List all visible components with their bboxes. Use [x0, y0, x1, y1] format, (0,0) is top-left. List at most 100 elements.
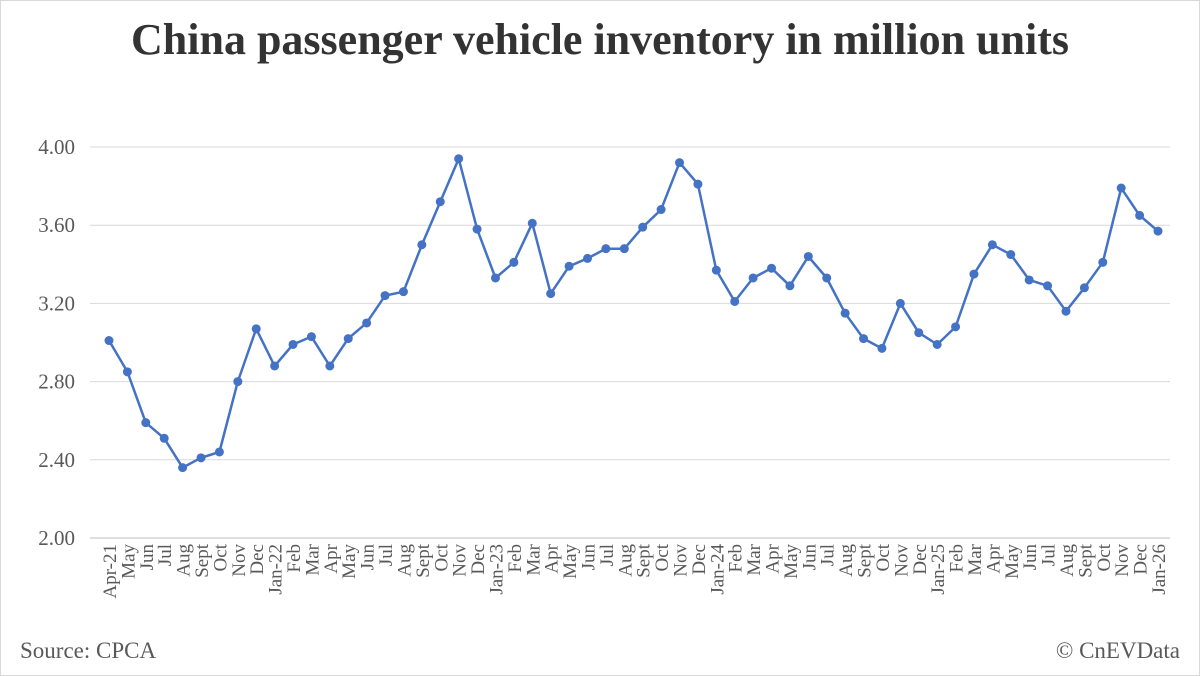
data-point — [270, 361, 280, 371]
data-point — [141, 418, 151, 428]
x-tick-label: Feb — [505, 544, 526, 573]
data-point — [785, 281, 795, 291]
x-tick-label: May — [560, 544, 581, 579]
x-tick-label: Aug — [1057, 544, 1078, 577]
data-point — [454, 154, 464, 164]
data-point — [251, 324, 261, 334]
x-tick-label: Mar — [302, 543, 323, 575]
x-tick-label: Apr — [542, 543, 563, 573]
data-point — [1024, 275, 1034, 285]
x-tick-label: Jul — [818, 544, 839, 566]
x-tick-label: May — [339, 544, 360, 579]
y-tick-label: 4.00 — [38, 135, 75, 159]
data-point — [472, 224, 482, 234]
credit-note: © CnEVData — [1055, 638, 1180, 663]
data-point — [325, 361, 335, 371]
x-axis-tick-labels: Apr-21MayJunJulAugSeptOctNovDecJan-22Feb… — [100, 543, 1170, 598]
data-point — [969, 269, 979, 279]
data-point — [122, 367, 132, 377]
data-point — [1079, 283, 1089, 293]
x-tick-label: Apr — [763, 543, 784, 573]
x-tick-label: Sept — [413, 543, 434, 578]
x-tick-label: Jun — [799, 544, 820, 571]
x-tick-label: Aug — [836, 544, 857, 577]
x-tick-label: Jan-24 — [707, 544, 728, 595]
data-point — [932, 339, 942, 349]
data-point — [730, 296, 740, 306]
data-point — [895, 298, 905, 308]
x-tick-label: Jul — [597, 544, 618, 566]
x-tick-label: Nov — [671, 544, 692, 577]
data-point — [288, 339, 298, 349]
data-point — [546, 289, 556, 299]
x-tick-label: Jul — [1039, 544, 1060, 566]
data-point — [803, 251, 813, 261]
source-note: Source: CPCA — [20, 638, 157, 663]
x-tick-label: Sept — [192, 543, 213, 578]
x-tick-label: Aug — [615, 544, 636, 577]
gridlines — [90, 146, 1170, 539]
x-tick-label: Jul — [376, 544, 397, 566]
data-point — [914, 328, 924, 338]
y-tick-label: 3.20 — [38, 291, 75, 315]
x-tick-label: Dec — [468, 544, 489, 575]
data-point — [362, 318, 372, 328]
x-tick-label: Nov — [1112, 544, 1133, 577]
data-point — [233, 377, 243, 387]
x-tick-label: May — [781, 544, 802, 579]
data-point — [417, 240, 427, 250]
data-point — [1043, 281, 1053, 291]
data-point — [656, 205, 666, 215]
x-tick-label: Jun — [137, 544, 158, 571]
data-point — [767, 263, 777, 273]
chart-title: China passenger vehicle inventory in mil… — [131, 15, 1069, 64]
data-point — [619, 244, 629, 254]
series-line — [107, 157, 1159, 469]
x-tick-label: Apr-21 — [100, 544, 121, 599]
x-tick-label: Oct — [652, 543, 673, 571]
data-point — [196, 453, 206, 463]
data-point — [711, 265, 721, 275]
data-point — [435, 197, 445, 207]
data-point — [343, 334, 353, 344]
data-point — [564, 261, 574, 271]
x-tick-label: Apr — [321, 543, 342, 573]
x-tick-label: Jan-23 — [486, 544, 507, 595]
y-tick-label: 2.00 — [38, 526, 75, 550]
x-tick-label: Sept — [634, 543, 655, 578]
data-point — [306, 332, 316, 342]
x-tick-label: Nov — [891, 544, 912, 577]
x-tick-label: Oct — [1094, 543, 1115, 571]
data-point — [951, 322, 961, 332]
x-tick-label: Jan-25 — [928, 544, 949, 595]
x-tick-label: Dec — [910, 544, 931, 575]
data-point — [601, 244, 611, 254]
x-tick-label: May — [1002, 544, 1023, 579]
data-point — [859, 334, 869, 344]
data-point — [840, 308, 850, 318]
data-point — [1135, 210, 1145, 220]
x-tick-label: Jun — [358, 544, 379, 571]
x-tick-label: Oct — [873, 543, 894, 571]
data-point — [1098, 257, 1108, 267]
y-tick-label: 3.60 — [38, 213, 75, 237]
data-point — [214, 447, 224, 457]
y-tick-label: 2.40 — [38, 448, 75, 472]
data-point — [104, 336, 114, 346]
x-tick-label: Apr — [983, 543, 1004, 573]
data-point — [693, 179, 703, 189]
x-tick-label: Nov — [450, 544, 471, 577]
x-tick-label: Jun — [578, 544, 599, 571]
data-point — [1061, 306, 1071, 316]
x-tick-label: Sept — [855, 543, 876, 578]
x-tick-label: Sept — [1075, 543, 1096, 578]
data-point — [877, 343, 887, 353]
x-tick-label: Jul — [155, 544, 176, 566]
data-point — [509, 257, 519, 267]
data-point — [822, 273, 832, 283]
x-tick-label: Feb — [284, 544, 305, 573]
y-axis-tick-labels: 2.00 2.40 2.80 3.20 3.60 4.00 — [38, 135, 75, 550]
x-tick-label: Aug — [394, 544, 415, 577]
x-tick-label: Mar — [523, 543, 544, 575]
